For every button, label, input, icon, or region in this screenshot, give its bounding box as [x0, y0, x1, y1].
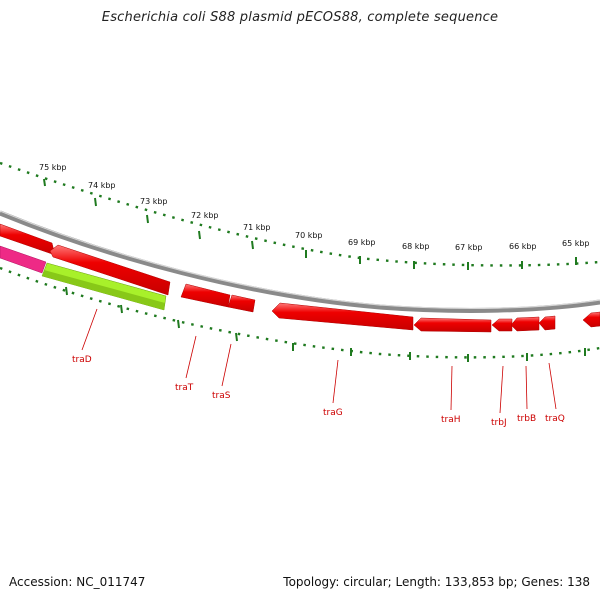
gene-features: [0, 223, 600, 333]
gene-arrow-traS: [227, 294, 256, 313]
gene-label-traT: traT: [175, 383, 194, 393]
scale-label-67kbp: 67 kbp: [455, 243, 483, 252]
gene-label-traD: traD: [72, 355, 92, 365]
gene-label-traG: traG: [323, 408, 343, 418]
gene-arrow-long: [49, 244, 171, 296]
gene-arrow-trbB: [510, 316, 540, 332]
gene-arrow-lime-shade: [42, 270, 165, 310]
scale-label-72kbp: 72 kbp: [191, 211, 219, 220]
scale-label-71kbp: 71 kbp: [243, 223, 271, 232]
gene-label-trbB: trbB: [517, 414, 536, 424]
map-title: Escherichia coli S88 plasmid pECOS88, co…: [101, 10, 499, 25]
scale-label-73kbp: 73 kbp: [140, 197, 168, 206]
scale-label-66kbp: 66 kbp: [509, 242, 537, 251]
gene-arrow-traT: [180, 283, 231, 308]
scale-label-70kbp: 70 kbp: [295, 231, 323, 240]
gene-arrow-traQ: [538, 315, 556, 331]
gene-arrow-edge: [582, 311, 600, 328]
gene-label-traQ: traQ: [545, 414, 565, 424]
outer-major-ticks: [43, 178, 577, 270]
gene-label-traS: traS: [212, 391, 231, 401]
scale-label-68kbp: 68 kbp: [402, 242, 430, 251]
scale-label-75kbp: 75 kbp: [39, 163, 67, 172]
scale-label-65kbp: 65 kbp: [562, 239, 590, 248]
gene-arrow-traG: [271, 302, 414, 331]
gene-arrow-traH: [413, 317, 492, 333]
gene-label-leaders: [81, 308, 557, 414]
scale-label-69kbp: 69 kbp: [348, 238, 376, 247]
accession-text: Accession: NC_011747: [9, 575, 146, 589]
gene-label-trbJ: trbJ: [491, 418, 507, 428]
topology-summary-text: Topology: circular; Length: 133,853 bp; …: [283, 575, 590, 589]
scale-label-74kbp: 74 kbp: [88, 181, 116, 190]
inner-major-ticks: [65, 286, 586, 362]
gene-arrow-trbJ: [491, 318, 513, 332]
gene-arrow-magenta: [0, 245, 47, 274]
backbone-ring: [0, 210, 600, 313]
scale-labels: 75 kbp 74 kbp 73 kbp 72 kbp 71 kbp 70 kb…: [39, 163, 590, 252]
gene-label-traH: traH: [441, 415, 461, 425]
gene-labels: traD traT traS traG traH trbJ trbB traQ: [72, 355, 565, 428]
backbone-ring-highlight: [0, 210, 600, 310]
